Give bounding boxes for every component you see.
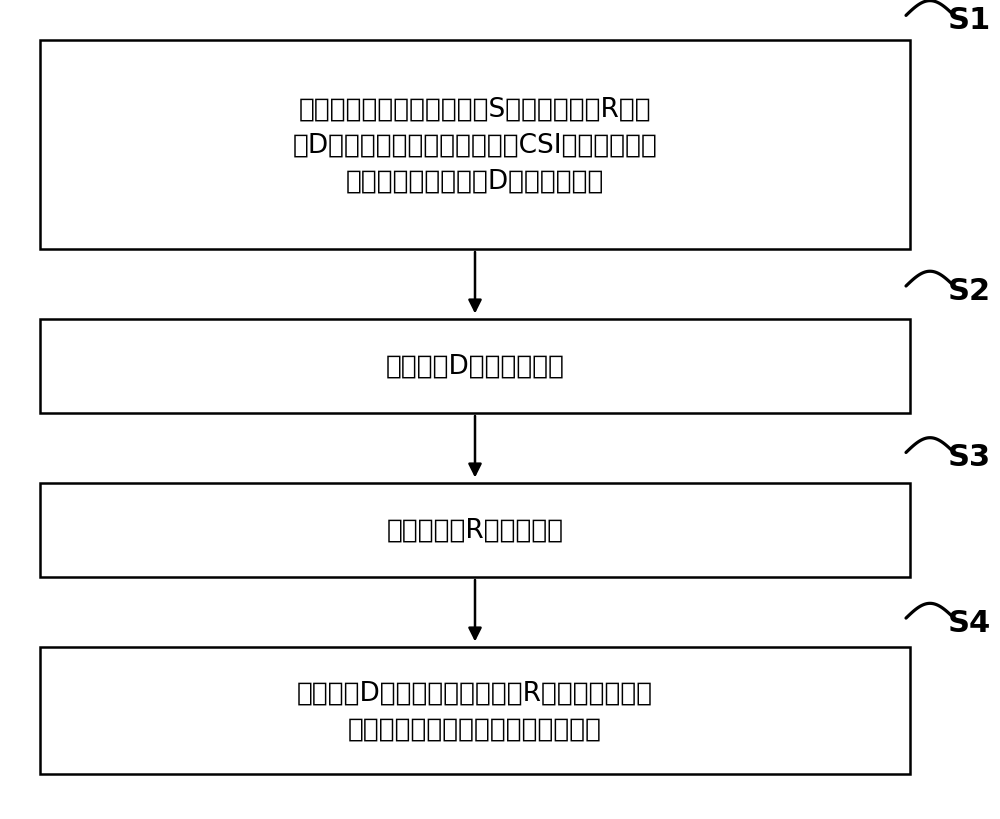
Bar xyxy=(40,647,910,774)
Text: 端D三个节点之间信道状态信息CSI交换的初始化: 端D三个节点之间信道状态信息CSI交换的初始化 xyxy=(293,133,657,158)
Text: 计算终端D的信道容量。: 计算终端D的信道容量。 xyxy=(386,354,564,379)
Text: 计算窃听地R的信道容量: 计算窃听地R的信道容量 xyxy=(386,518,564,543)
Text: 在信息传输之前，通过信源S、不可信中继R与终: 在信息传输之前，通过信源S、不可信中继R与终 xyxy=(299,97,651,122)
Text: 过程建立通信，终端D消除干扰信号: 过程建立通信，终端D消除干扰信号 xyxy=(346,169,604,194)
Text: S2: S2 xyxy=(948,276,991,305)
Bar xyxy=(40,41,910,250)
Bar xyxy=(40,319,910,414)
Text: S4: S4 xyxy=(948,608,991,637)
Bar xyxy=(40,483,910,577)
Text: 算双媒质不可信中继系统的保密容量: 算双媒质不可信中继系统的保密容量 xyxy=(348,716,602,741)
Text: S1: S1 xyxy=(948,6,991,35)
Text: S3: S3 xyxy=(948,442,991,472)
Text: 根据终端D的信道容量和窃听地R的信道容量，计: 根据终端D的信道容量和窃听地R的信道容量，计 xyxy=(297,680,653,705)
